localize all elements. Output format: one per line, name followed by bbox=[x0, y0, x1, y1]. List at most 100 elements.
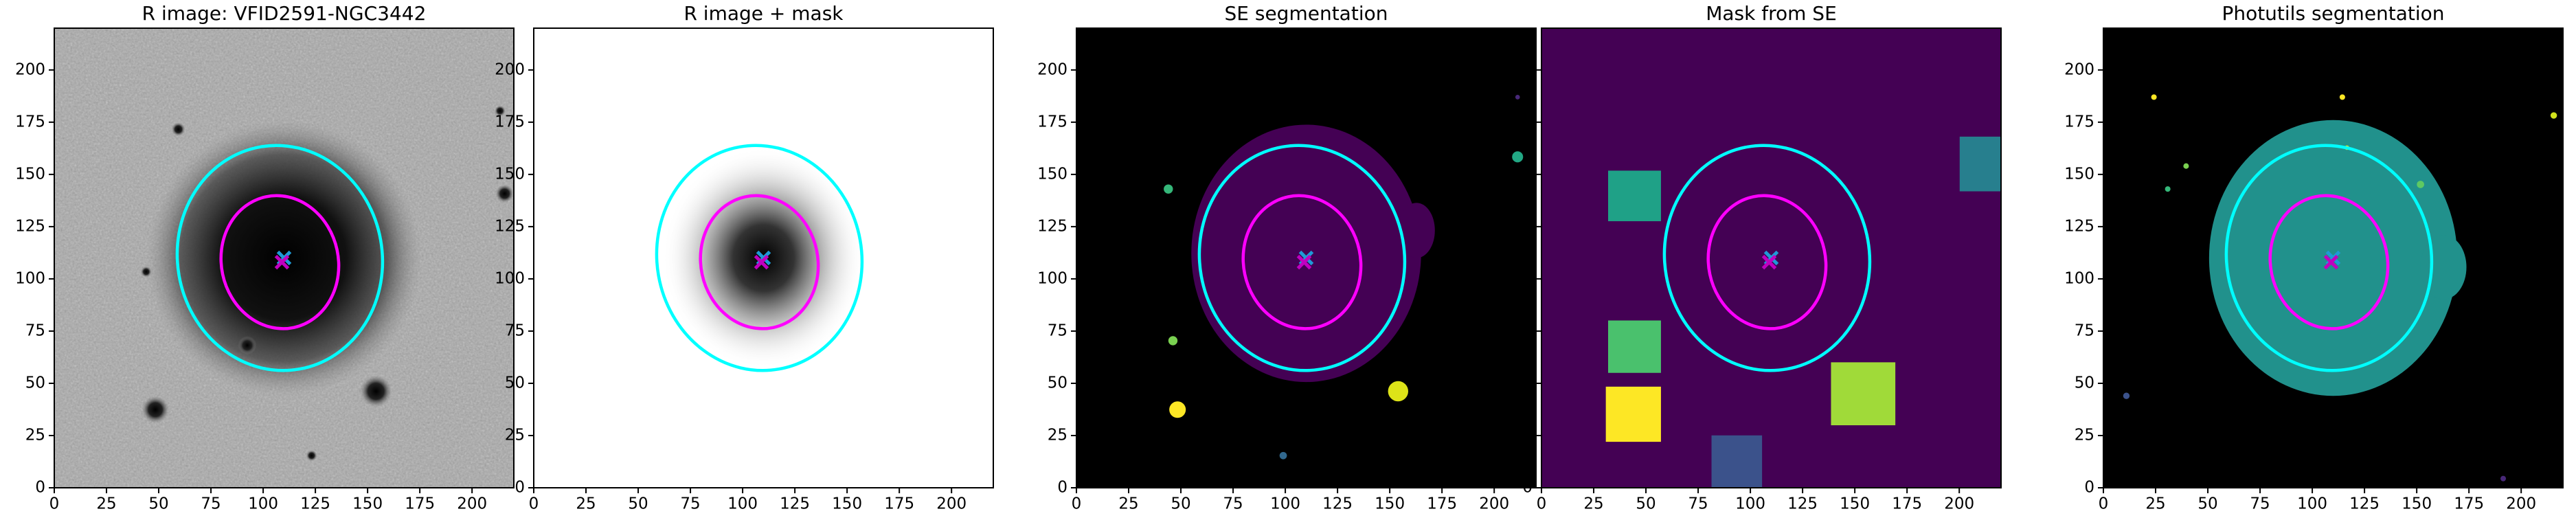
y-tick-label: 50 bbox=[2075, 374, 2094, 392]
image-blob bbox=[1164, 184, 1173, 194]
x-tick-label: 125 bbox=[300, 495, 330, 513]
image-blob bbox=[2339, 94, 2345, 100]
x-tick-label: 175 bbox=[405, 495, 435, 513]
y-tick-label: 200 bbox=[15, 60, 45, 78]
x-tick-label: 0 bbox=[1072, 495, 1082, 513]
center-marker bbox=[2323, 254, 2339, 270]
x-tick-label: 75 bbox=[201, 495, 221, 513]
x-tick-label: 200 bbox=[2506, 495, 2536, 513]
y-tick-label: 0 bbox=[1057, 479, 1067, 497]
x-tick-label: 175 bbox=[1892, 495, 1922, 513]
x-tick-label: 150 bbox=[1840, 495, 1870, 513]
image-blob bbox=[2500, 475, 2507, 482]
y-tick-label: 175 bbox=[1502, 113, 1533, 131]
y-tick-label: 100 bbox=[495, 269, 525, 287]
y-tick-label: 75 bbox=[1513, 322, 1533, 339]
y-tick-label: 25 bbox=[1513, 426, 1533, 444]
x-tick-label: 50 bbox=[1636, 495, 1656, 513]
center-marker bbox=[1296, 254, 1312, 270]
x-tick-label: 25 bbox=[1583, 495, 1603, 513]
image-blob bbox=[1168, 336, 1178, 346]
image-blob bbox=[2183, 163, 2189, 169]
y-tick-label: 25 bbox=[2075, 426, 2094, 444]
y-tick-label: 175 bbox=[2064, 113, 2094, 131]
image-region bbox=[1605, 386, 1661, 442]
y-tick-label: 0 bbox=[2084, 479, 2094, 497]
x-tick-label: 125 bbox=[780, 495, 810, 513]
x-tick-label: 150 bbox=[1375, 495, 1405, 513]
y-tick-label: 100 bbox=[1037, 269, 1067, 287]
y-tick-label: 25 bbox=[25, 426, 45, 444]
y-tick-label: 75 bbox=[505, 322, 525, 339]
y-tick-label: 200 bbox=[1502, 60, 1533, 78]
y-tick-label: 50 bbox=[1048, 374, 1067, 392]
x-tick-label: 175 bbox=[884, 495, 914, 513]
x-tick-label: 100 bbox=[1270, 495, 1300, 513]
y-tick-label: 200 bbox=[1037, 60, 1067, 78]
x-tick-label: 0 bbox=[49, 495, 60, 513]
x-tick-label: 50 bbox=[628, 495, 648, 513]
y-tick-label: 125 bbox=[15, 217, 45, 235]
y-tick-label: 175 bbox=[1037, 113, 1067, 131]
y-tick-label: 100 bbox=[1502, 269, 1533, 287]
y-tick-label: 150 bbox=[1037, 165, 1067, 183]
y-tick-label: 0 bbox=[1522, 479, 1533, 497]
x-tick-label: 0 bbox=[1537, 495, 1547, 513]
x-tick-label: 100 bbox=[1735, 495, 1765, 513]
panel-title: R image: VFID2591-NGC3442 bbox=[142, 2, 427, 25]
x-tick-label: 25 bbox=[2145, 495, 2165, 513]
y-tick-label: 100 bbox=[15, 269, 45, 287]
image bbox=[54, 28, 514, 488]
y-tick-label: 50 bbox=[1513, 374, 1533, 392]
panel-title: Photutils segmentation bbox=[2222, 2, 2444, 25]
image-region bbox=[1608, 170, 1661, 221]
y-tick-label: 150 bbox=[1502, 165, 1533, 183]
y-tick-label: 175 bbox=[495, 113, 525, 131]
aperture-ellipse bbox=[175, 144, 385, 372]
x-tick-label: 75 bbox=[1688, 495, 1708, 513]
x-tick-label: 125 bbox=[2349, 495, 2380, 513]
aperture-ellipse bbox=[699, 194, 820, 330]
panel: 0 25 50 75 100 125 150 175 200 0 25 50 75 100 125 150 17… bbox=[1502, 2, 2002, 513]
y-tick-label: 200 bbox=[2064, 60, 2094, 78]
y-tick-label: 150 bbox=[495, 165, 525, 183]
aperture-ellipse bbox=[2268, 194, 2390, 330]
x-tick-label: 125 bbox=[1322, 495, 1353, 513]
x-tick-label: 25 bbox=[96, 495, 116, 513]
x-tick-label: 150 bbox=[2402, 495, 2432, 513]
y-tick-label: 25 bbox=[505, 426, 525, 444]
image-blob bbox=[1191, 124, 1421, 383]
aperture-ellipse bbox=[2224, 144, 2434, 372]
image-blob bbox=[359, 375, 392, 407]
aperture-ellipse bbox=[1662, 144, 1872, 372]
image bbox=[1541, 28, 2001, 488]
panel-title: SE segmentation bbox=[1225, 2, 1388, 25]
x-tick-label: 200 bbox=[936, 495, 967, 513]
x-tick-label: 150 bbox=[832, 495, 862, 513]
x-tick-label: 200 bbox=[1944, 495, 1974, 513]
image-region bbox=[1959, 136, 2001, 192]
y-tick-label: 50 bbox=[505, 374, 525, 392]
axes-frame bbox=[54, 27, 515, 488]
x-tick-label: 100 bbox=[727, 495, 758, 513]
aperture-ellipse bbox=[1241, 194, 1363, 330]
x-tick-label: 25 bbox=[576, 495, 596, 513]
image-blob bbox=[495, 184, 514, 203]
x-tick-label: 50 bbox=[148, 495, 168, 513]
aperture-ellipse bbox=[1706, 194, 1828, 330]
image-blob bbox=[2151, 94, 2157, 100]
panel: 0 25 50 75 100 125 150 175 200 0 25 50 75 100 125 150 17… bbox=[1037, 2, 1537, 513]
image-blob bbox=[1169, 401, 1186, 418]
image-blob bbox=[2417, 181, 2424, 188]
x-tick-label: 200 bbox=[457, 495, 487, 513]
x-tick-label: 50 bbox=[1171, 495, 1190, 513]
x-tick-label: 0 bbox=[2099, 495, 2109, 513]
image-region bbox=[1711, 435, 1763, 488]
y-tick-label: 25 bbox=[1048, 426, 1067, 444]
image-blob bbox=[171, 122, 185, 137]
image bbox=[2103, 28, 2563, 488]
center-marker bbox=[274, 254, 290, 270]
x-tick-label: 0 bbox=[529, 495, 539, 513]
y-tick-label: 0 bbox=[35, 479, 45, 497]
